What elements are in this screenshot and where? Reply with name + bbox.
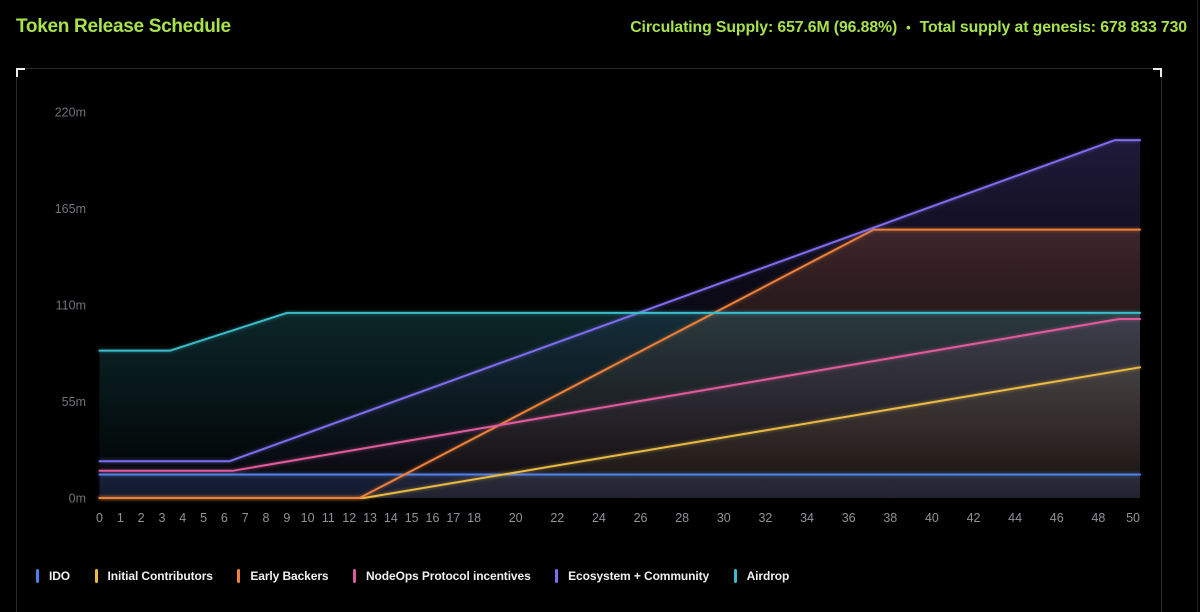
legend-item-nodeops-protocol-incentives[interactable]: NodeOps Protocol incentives	[352, 568, 531, 583]
legend-item-airdrop[interactable]: Airdrop	[733, 568, 790, 583]
stats-separator: •	[906, 20, 911, 35]
x-axis-label-2: 2	[138, 511, 145, 525]
page-right-edge-line	[1197, 0, 1198, 612]
panel-corner-top-right-icon	[1153, 68, 1162, 77]
legend-marker-icon	[94, 568, 98, 583]
legend-label: Early Backers	[250, 568, 329, 583]
x-axis-label-9: 9	[283, 511, 290, 525]
chart-panel	[16, 68, 1162, 612]
y-axis-label-165m: 165m	[55, 202, 86, 216]
series-line-nodeops-protocol-incentives	[98, 318, 1141, 472]
x-axis-label-24: 24	[592, 511, 606, 525]
legend-marker-icon	[352, 568, 356, 583]
legend-label: Airdrop	[746, 568, 790, 583]
y-axis-label-55m: 55m	[62, 395, 86, 409]
legend-item-early-backers[interactable]: Early Backers	[237, 568, 329, 583]
legend-item-ecosystem-community[interactable]: Ecosystem + Community	[555, 568, 710, 583]
x-axis-label-4: 4	[179, 511, 186, 525]
x-axis-label-14: 14	[384, 511, 398, 525]
x-axis-label-11: 11	[322, 511, 335, 525]
x-axis-label-0: 0	[96, 511, 103, 525]
series-line-early-backers	[98, 228, 1141, 499]
x-axis-label-46: 46	[1050, 511, 1064, 525]
legend-label: NodeOps Protocol incentives	[365, 568, 531, 583]
x-axis-label-28: 28	[675, 511, 689, 525]
x-axis-label-22: 22	[550, 511, 564, 525]
legend-marker-icon	[237, 568, 241, 583]
x-axis-label-20: 20	[509, 511, 523, 525]
legend-item-initial-contributors[interactable]: Initial Contributors	[94, 568, 213, 583]
x-axis-label-7: 7	[242, 511, 249, 525]
legend-label: IDO	[49, 568, 71, 583]
genesis-supply-text: Total supply at genesis: 678 833 730	[919, 19, 1188, 36]
x-axis-label-18: 18	[467, 511, 481, 525]
x-axis-label-42: 42	[967, 511, 981, 525]
y-axis-label-110m: 110m	[56, 299, 86, 313]
legend-item-ido[interactable]: IDO	[36, 568, 71, 583]
x-axis-label-26: 26	[634, 511, 648, 525]
panel-corner-top-left-icon	[16, 68, 25, 77]
x-axis-label-30: 30	[717, 511, 731, 525]
legend-label: Ecosystem + Community	[568, 568, 710, 583]
x-axis-label-17: 17	[446, 511, 460, 525]
header: Token Release Schedule Circulating Suppl…	[0, 0, 1200, 56]
series-line-airdrop	[98, 311, 1141, 352]
circulating-supply-text: Circulating Supply: 657.6M (96.88%)	[630, 19, 898, 36]
x-axis-label-6: 6	[221, 511, 228, 525]
x-axis-label-5: 5	[200, 511, 207, 525]
x-axis-label-16: 16	[426, 511, 440, 525]
series-line-ecosystem-community	[98, 139, 1141, 463]
y-axis-label-0m: 0m	[69, 492, 86, 506]
x-axis-label-40: 40	[925, 511, 939, 525]
chart-legend: IDO Initial Contributors Early Backers Node…	[36, 568, 789, 583]
legend-marker-icon	[733, 568, 737, 583]
x-axis-label-32: 32	[758, 511, 772, 525]
x-axis-label-3: 3	[158, 511, 165, 525]
supply-stats: Circulating Supply: 657.6M (96.88%) • Tota…	[630, 19, 1187, 37]
page-title: Token Release Schedule	[16, 16, 231, 37]
legend-marker-icon	[555, 568, 559, 583]
x-axis-label-10: 10	[301, 511, 315, 525]
x-axis-label-34: 34	[800, 511, 814, 525]
legend-marker-icon	[36, 568, 39, 583]
x-axis-label-13: 13	[363, 511, 377, 525]
x-axis-label-50: 50	[1126, 511, 1140, 525]
x-axis-label-44: 44	[1008, 511, 1022, 525]
x-axis-label-38: 38	[883, 511, 897, 525]
x-axis-label-15: 15	[405, 511, 419, 525]
y-axis-label-220m: 220m	[55, 106, 86, 120]
x-axis-label-36: 36	[842, 511, 856, 525]
x-axis-label-8: 8	[263, 511, 270, 525]
x-axis-label-1: 1	[117, 511, 124, 525]
x-axis-label-12: 12	[342, 511, 356, 525]
x-axis-label-48: 48	[1091, 511, 1105, 525]
legend-label: Initial Contributors	[107, 568, 213, 583]
